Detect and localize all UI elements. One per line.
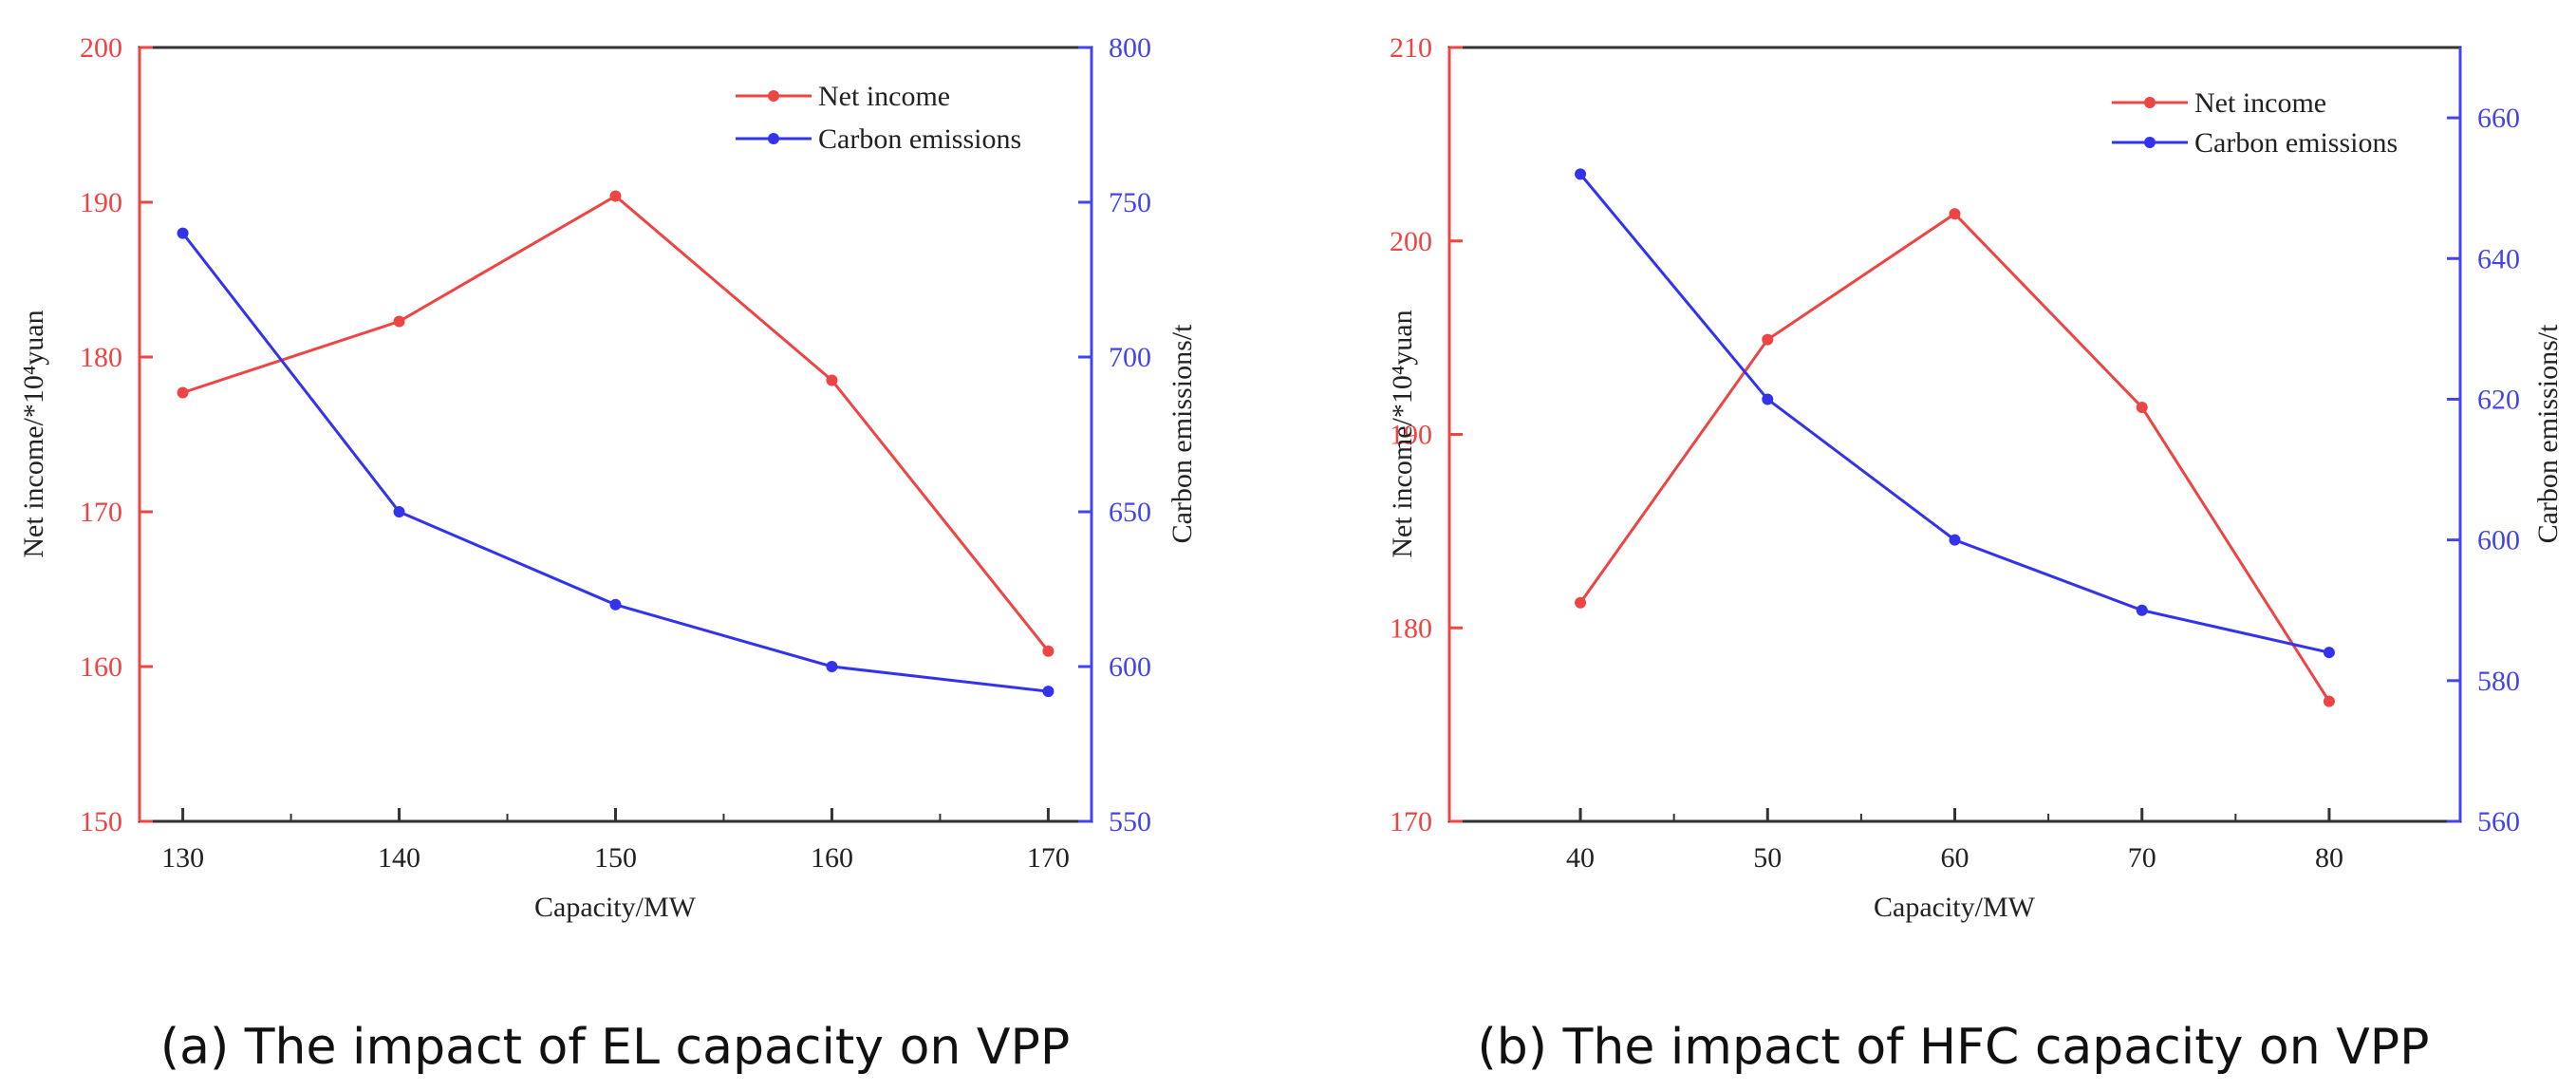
chart-panel-a: 130 140 150 160 170 150 160 170 180 190 200 550 600 6… bbox=[18, 32, 1198, 1076]
y-right-tick-label: 700 bbox=[1109, 342, 1151, 373]
data-point-carbon-emissions bbox=[1042, 686, 1055, 698]
y-left-tick-label: 170 bbox=[1390, 806, 1432, 837]
series-line-carbon-emissions bbox=[1578, 173, 2330, 654]
y-left-tick-label: 180 bbox=[80, 342, 122, 373]
legend-label-carbon-emissions: Carbon emissions bbox=[2194, 127, 2398, 159]
legend-label-net-income: Net income bbox=[818, 81, 950, 112]
y-right-tick-label: 640 bbox=[2477, 243, 2520, 274]
y-right-tick-label: 650 bbox=[1109, 497, 1151, 528]
y-right-tick-label: 550 bbox=[1109, 806, 1151, 837]
legend-marker-net-income bbox=[768, 90, 779, 102]
data-point-net-income bbox=[177, 386, 189, 399]
legend-marker-net-income bbox=[2144, 97, 2156, 108]
x-tick-label: 160 bbox=[811, 842, 853, 874]
plot-frame bbox=[138, 46, 1093, 823]
y-right-tick-label: 600 bbox=[2477, 525, 2520, 556]
plot-frame bbox=[1447, 46, 2462, 823]
y-axis-label-left: Net income/*10⁴yuan bbox=[18, 310, 49, 557]
data-point-carbon-emissions bbox=[393, 506, 405, 517]
y-right-tick-label: 660 bbox=[2477, 103, 2520, 134]
data-point-net-income bbox=[1575, 596, 1587, 609]
y-left-tick-label: 210 bbox=[1390, 32, 1432, 64]
data-point-net-income bbox=[1949, 208, 1961, 220]
y-right-tick-label: 620 bbox=[2477, 384, 2520, 415]
x-tick-label: 130 bbox=[161, 842, 204, 874]
data-point-carbon-emissions bbox=[177, 227, 189, 239]
y-left-tick-label: 200 bbox=[1390, 226, 1432, 257]
series-line-carbon-emissions bbox=[181, 232, 1049, 693]
x-tick-label: 70 bbox=[2128, 842, 2156, 874]
data-point-net-income bbox=[609, 190, 622, 202]
y-left-tick-label: 150 bbox=[80, 806, 122, 837]
y-right-tick-label: 560 bbox=[2477, 806, 2520, 837]
y-axis-label-right: Carbon emissions/t bbox=[1167, 324, 1198, 543]
legend-marker-carbon-emissions bbox=[2144, 137, 2156, 148]
y-axis-label-right: Carbon emissions/t bbox=[2532, 324, 2564, 543]
data-point-carbon-emissions bbox=[609, 598, 622, 611]
x-axis-label: Capacity/MW bbox=[1874, 892, 2036, 923]
y-left-tick-label: 180 bbox=[1390, 612, 1432, 644]
x-tick-label: 170 bbox=[1027, 842, 1070, 874]
data-point-carbon-emissions bbox=[2323, 647, 2335, 659]
x-tick-label: 50 bbox=[1753, 842, 1782, 874]
figure-caption: (b) The impact of HFC capacity on VPP bbox=[1478, 1019, 2430, 1076]
data-point-net-income bbox=[826, 374, 838, 386]
data-point-carbon-emissions bbox=[1949, 534, 1961, 546]
data-point-carbon-emissions bbox=[1575, 168, 1587, 180]
y-axis-label-left: Net income/*10⁴yuan bbox=[1387, 310, 1418, 557]
x-tick-label: 140 bbox=[378, 842, 420, 874]
y-right-tick-label: 600 bbox=[1109, 651, 1151, 683]
legend: Net income Carbon emissions bbox=[2112, 87, 2398, 159]
y-left-tick-label: 170 bbox=[80, 497, 122, 528]
data-point-net-income bbox=[393, 315, 405, 328]
data-point-carbon-emissions bbox=[2136, 604, 2148, 616]
y-left-tick-label: 190 bbox=[80, 187, 122, 218]
series-line-net-income bbox=[182, 194, 1050, 652]
data-point-carbon-emissions bbox=[826, 661, 838, 672]
y-left-tick-label: 160 bbox=[80, 651, 122, 683]
x-axis-label: Capacity/MW bbox=[534, 892, 697, 923]
figure-caption: (a) The impact of EL capacity on VPP bbox=[160, 1019, 1070, 1076]
legend-marker-carbon-emissions bbox=[768, 133, 779, 144]
data-point-net-income bbox=[1042, 645, 1055, 657]
x-tick-label: 60 bbox=[1941, 842, 1969, 874]
data-point-net-income bbox=[2136, 401, 2148, 413]
x-tick-label: 80 bbox=[2315, 842, 2343, 874]
y-right-tick-label: 580 bbox=[2477, 666, 2520, 697]
x-tick-label: 40 bbox=[1566, 842, 1595, 874]
legend-label-carbon-emissions: Carbon emissions bbox=[818, 123, 1021, 155]
y-right-tick-label: 750 bbox=[1109, 187, 1151, 218]
y-left-tick-label: 190 bbox=[1390, 420, 1432, 451]
y-left-tick-label: 200 bbox=[80, 32, 122, 64]
chart-panel-b: 40 50 60 70 80 170 180 190 200 210 560 580 600 620 640… bbox=[1387, 32, 2564, 1076]
data-point-carbon-emissions bbox=[1762, 393, 1774, 405]
x-tick-label: 150 bbox=[594, 842, 637, 874]
data-point-net-income bbox=[2323, 695, 2335, 707]
legend-label-net-income: Net income bbox=[2194, 87, 2326, 119]
legend: Net income Carbon emissions bbox=[736, 81, 1021, 155]
y-right-tick-label: 800 bbox=[1109, 32, 1151, 64]
data-point-net-income bbox=[1762, 333, 1774, 346]
